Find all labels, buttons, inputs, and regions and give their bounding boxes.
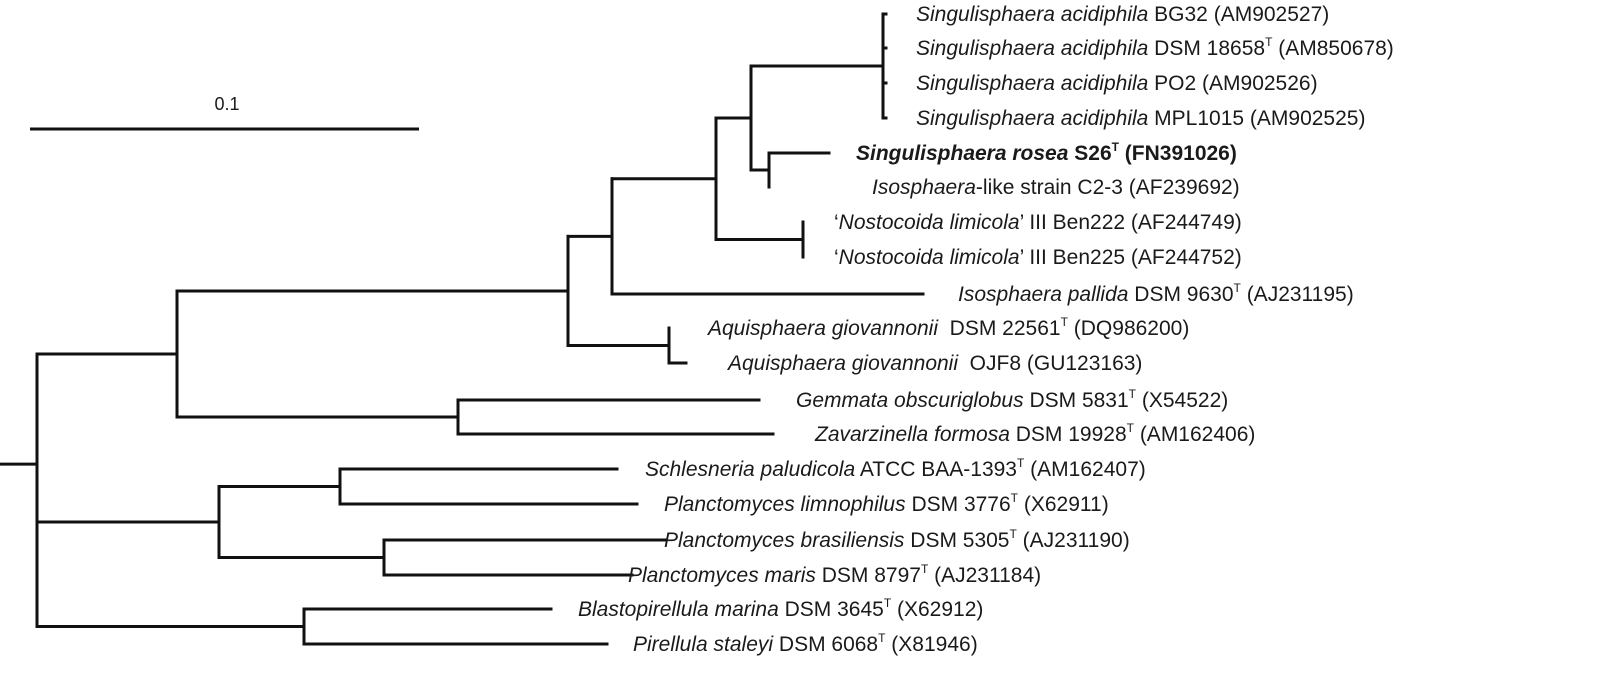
accession-number: (AM162406) (1134, 423, 1255, 446)
taxon-label: Pirellula staleyi DSM 6068T (X81946) (633, 631, 978, 656)
type-strain-mark: T (921, 562, 929, 576)
species-name: Aquisphaera giovannonii (706, 317, 939, 340)
type-strain-mark: T (1061, 315, 1069, 329)
taxon-label: Singulisphaera acidiphila DSM 18658T (AM… (916, 35, 1394, 60)
type-strain-mark: T (884, 596, 892, 610)
taxon-labels: Singulisphaera acidiphila BG32 (AM902527… (578, 3, 1394, 656)
strain-info: S26 (1068, 142, 1111, 165)
species-name: Singulisphaera acidiphila (916, 37, 1148, 60)
tree-branches (0, 12, 925, 646)
species-name: Planctomyces limnophilus (664, 493, 906, 516)
taxon-label: Zavarzinella formosa DSM 19928T (AM16240… (814, 421, 1255, 446)
strain-info: DSM 8797 (816, 564, 921, 587)
species-name: Gemmata obscuriglobus (796, 389, 1024, 412)
accession-number: (AM162407) (1024, 458, 1145, 481)
taxon-label: ‘Nostocoida limicola’ III Ben225 (AF2447… (834, 246, 1242, 269)
type-strain-mark: T (1129, 387, 1137, 401)
strain-info: DSM 5305 (904, 529, 1009, 552)
taxon-label: Singulisphaera acidiphila MPL1015 (AM902… (916, 107, 1365, 130)
strain-info: OJF8 (GU123163) (958, 352, 1142, 375)
species-name: Planctomyces maris (628, 564, 816, 587)
strain-info: DSM 5831 (1024, 389, 1129, 412)
species-name: Isosphaera pallida (958, 283, 1128, 306)
strain-info: DSM 19928 (1010, 423, 1127, 446)
type-strain-mark: T (1127, 421, 1135, 435)
species-name: Schlesneria paludicola (645, 458, 855, 481)
species-name: Nostocoida limicola (839, 211, 1020, 234)
strain-info: DSM 22561 (938, 317, 1061, 340)
label-quote: ‘ (834, 246, 839, 269)
accession-number: (FN391026) (1119, 142, 1237, 165)
taxon-label: Blastopirellula marina DSM 3645T (X62912… (578, 596, 983, 621)
taxon-label: Singulisphaera acidiphila PO2 (AM902526) (916, 72, 1318, 95)
accession-number: (AJ231184) (928, 564, 1041, 587)
accession-number: (AJ231195) (1241, 283, 1354, 306)
accession-number: (AM850678) (1272, 37, 1393, 60)
taxon-label: Isosphaera-like strain C2-3 (AF239692) (872, 176, 1240, 199)
taxon-label: Singulisphaera rosea S26T (FN391026) (856, 140, 1237, 165)
strain-info: DSM 6068 (773, 633, 878, 656)
type-strain-mark: T (1010, 527, 1018, 541)
strain-info: BG32 (AM902527) (1148, 3, 1329, 26)
strain-info: DSM 9630 (1128, 283, 1233, 306)
species-name: Singulisphaera acidiphila (916, 3, 1148, 26)
strain-info: PO2 (AM902526) (1148, 72, 1317, 95)
accession-number: (X62912) (891, 598, 983, 621)
species-name: Planctomyces brasiliensis (664, 529, 905, 552)
strain-info: -like strain C2-3 (AF239692) (976, 176, 1240, 199)
accession-number: (AJ231190) (1017, 529, 1130, 552)
strain-info: DSM 3645 (779, 598, 884, 621)
scale-bar: 0.1 (30, 94, 419, 131)
taxon-label: Schlesneria paludicola ATCC BAA-1393T (A… (645, 456, 1146, 481)
accession-number: (X62911) (1018, 493, 1109, 516)
accession-number: (DQ986200) (1068, 317, 1189, 340)
taxon-label: Singulisphaera acidiphila BG32 (AM902527… (916, 3, 1329, 26)
type-strain-mark: T (1112, 140, 1120, 154)
taxon-label: Aquisphaera giovannonii DSM 22561T (DQ98… (706, 315, 1189, 340)
label-quote: ‘ (834, 211, 839, 234)
species-name: Singulisphaera acidiphila (916, 107, 1148, 130)
taxon-label: Isosphaera pallida DSM 9630T (AJ231195) (958, 281, 1354, 306)
type-strain-mark: T (1265, 35, 1273, 49)
species-name: Nostocoida limicola (839, 246, 1020, 269)
strain-info: DSM 3776 (906, 493, 1011, 516)
species-name: Singulisphaera rosea (856, 142, 1069, 165)
type-strain-mark: T (1011, 491, 1019, 505)
strain-info: ATCC BAA-1393 (855, 458, 1017, 481)
species-name: Zavarzinella formosa (814, 423, 1010, 446)
taxon-label: Planctomyces brasiliensis DSM 5305T (AJ2… (664, 527, 1130, 552)
type-strain-mark: T (1234, 281, 1242, 295)
species-name: Isosphaera (872, 176, 976, 199)
strain-info: MPL1015 (AM902525) (1148, 107, 1365, 130)
species-name: Pirellula staleyi (633, 633, 774, 656)
type-strain-mark: T (1017, 456, 1025, 470)
species-name: Blastopirellula marina (578, 598, 779, 621)
strain-info: ’ III Ben222 (AF244749) (1020, 211, 1242, 234)
taxon-label: Planctomyces limnophilus DSM 3776T (X629… (664, 491, 1109, 516)
species-name: Singulisphaera acidiphila (916, 72, 1148, 95)
taxon-label: Gemmata obscuriglobus DSM 5831T (X54522) (796, 387, 1228, 412)
taxon-label: ‘Nostocoida limicola’ III Ben222 (AF2447… (834, 211, 1242, 234)
taxon-label: Aquisphaera giovannonii OJF8 (GU123163) (726, 352, 1142, 375)
accession-number: (X54522) (1136, 389, 1228, 412)
type-strain-mark: T (878, 631, 886, 645)
scale-bar-label: 0.1 (214, 94, 239, 114)
strain-info: DSM 18658 (1148, 37, 1265, 60)
species-name: Aquisphaera giovannonii (726, 352, 959, 375)
strain-info: ’ III Ben225 (AF244752) (1020, 246, 1242, 269)
accession-number: (X81946) (885, 633, 977, 656)
taxon-label: Planctomyces maris DSM 8797T (AJ231184) (628, 562, 1041, 587)
